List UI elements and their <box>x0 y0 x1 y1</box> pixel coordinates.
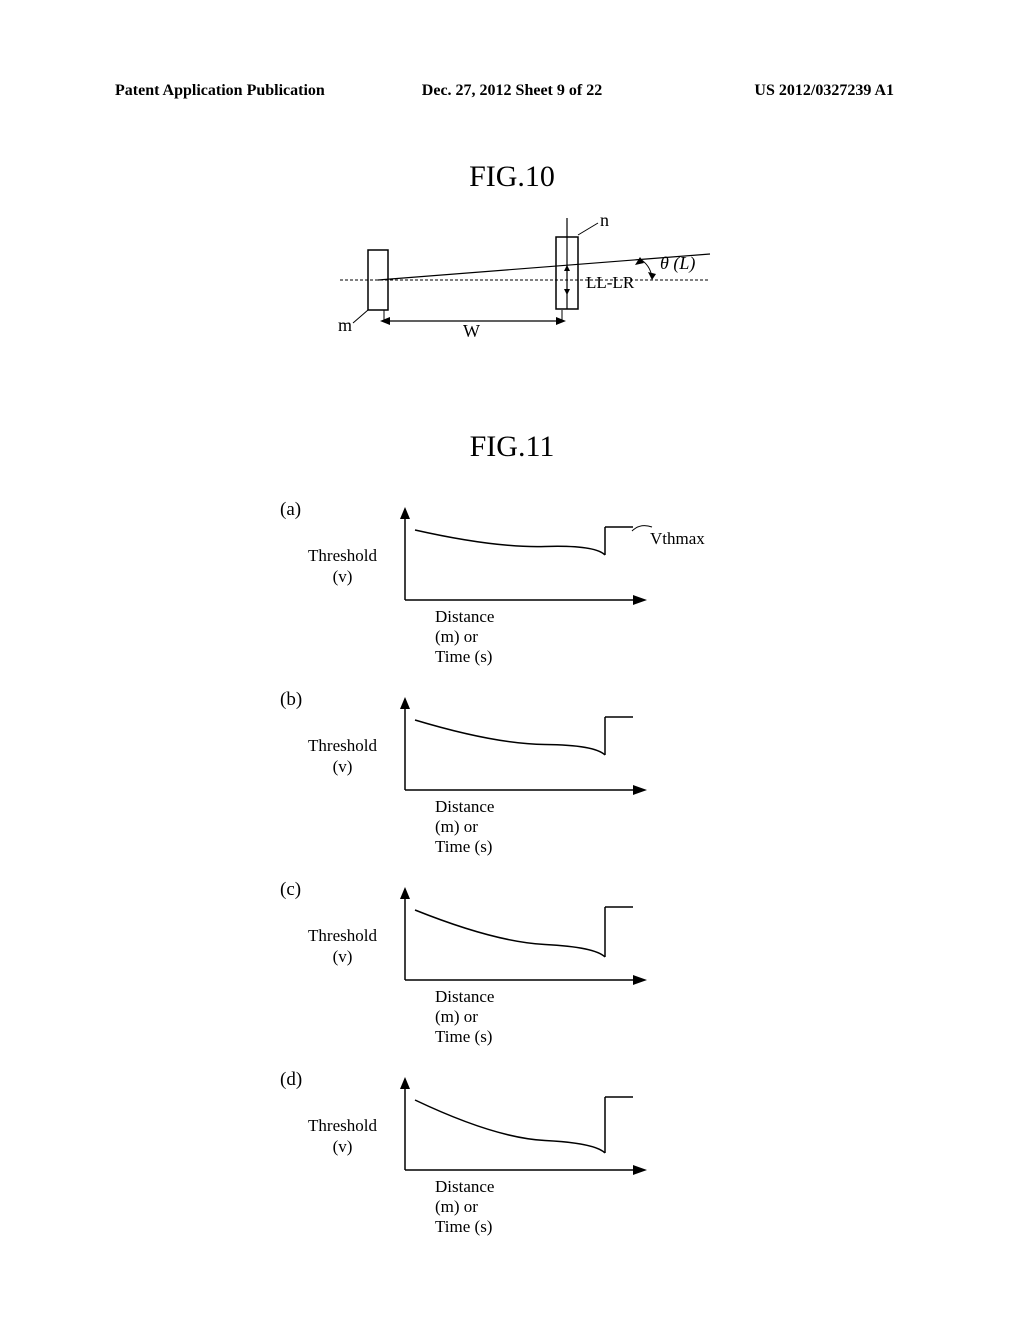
y-label-2: (v) <box>333 757 353 776</box>
fig10-title: FIG.10 <box>0 160 1024 194</box>
label-w: W <box>463 321 480 342</box>
chart-letter: (d) <box>280 1069 302 1091</box>
header-left: Patent Application Publication <box>115 82 325 100</box>
chart-svg <box>390 1075 670 1190</box>
y-label-1: Threshold <box>308 546 377 565</box>
figure-10-section: FIG.10 <box>0 160 1024 194</box>
y-label-2: (v) <box>333 947 353 966</box>
fig11-title: FIG.11 <box>0 430 1024 464</box>
n-leader <box>578 223 598 235</box>
y-axis-label: Threshold (v) <box>300 925 385 968</box>
theta-arrow-down <box>648 272 656 280</box>
y-axis-label: Threshold (v) <box>300 735 385 778</box>
header-center: Dec. 27, 2012 Sheet 9 of 22 <box>422 82 602 100</box>
figure-11-section: FIG.11 (a)Threshold(v)VthmaxDistance (m)… <box>0 430 1024 464</box>
x-axis-label: Distance (m) or Time (s) <box>435 1177 494 1237</box>
label-theta: θ (L) <box>660 253 695 274</box>
m-leader <box>353 310 368 323</box>
chart-letter: (a) <box>280 499 301 521</box>
fig10-diagram: n m W LL-LR θ (L) <box>340 215 760 360</box>
w-arrow-left <box>380 317 390 325</box>
y-axis-label: Threshold (v) <box>300 1115 385 1158</box>
chart-svg <box>390 505 670 620</box>
y-axis-label: Threshold (v) <box>300 545 385 588</box>
label-m: m <box>338 315 352 336</box>
x-axis-label: Distance (m) or Time (s) <box>435 607 494 667</box>
y-label-2: (v) <box>333 1137 353 1156</box>
y-label-1: Threshold <box>308 926 377 945</box>
header-right: US 2012/0327239 A1 <box>754 82 894 100</box>
fig10-svg <box>340 215 760 355</box>
chart-svg <box>390 885 670 1000</box>
chart-letter: (c) <box>280 879 301 901</box>
y-label-1: Threshold <box>308 736 377 755</box>
y-label-2: (v) <box>333 567 353 586</box>
w-arrow-right <box>556 317 566 325</box>
chart-svg <box>390 695 670 810</box>
page-header: Patent Application Publication Dec. 27, … <box>0 82 1024 100</box>
theta-arrow-up <box>635 257 644 265</box>
y-label-1: Threshold <box>308 1116 377 1135</box>
llr-arrow-down <box>564 289 570 295</box>
x-axis-label: Distance (m) or Time (s) <box>435 987 494 1047</box>
x-axis-label: Distance (m) or Time (s) <box>435 797 494 857</box>
label-n: n <box>600 210 609 231</box>
chart-letter: (b) <box>280 689 302 711</box>
label-llr: LL-LR <box>586 273 634 293</box>
